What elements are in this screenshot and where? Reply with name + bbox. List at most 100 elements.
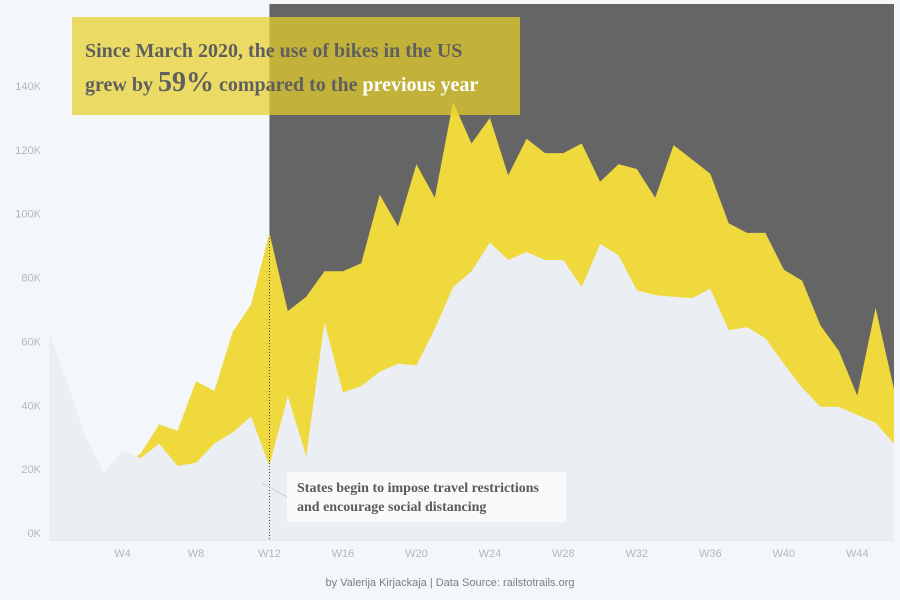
point-2020-25[interactable] (505, 172, 511, 178)
point-previous-13[interactable] (285, 393, 291, 399)
point-2020-24[interactable] (487, 115, 493, 121)
point-previous-29[interactable] (579, 284, 585, 290)
point-2020-43[interactable] (836, 348, 842, 354)
point-2020-10[interactable] (230, 329, 236, 335)
point-previous-27[interactable] (542, 257, 548, 263)
point-2020-19[interactable] (395, 224, 401, 230)
point-previous-20[interactable] (413, 362, 419, 368)
point-previous-31[interactable] (616, 252, 622, 258)
point-2020-32[interactable] (634, 166, 640, 172)
point-2020-11[interactable] (248, 302, 254, 308)
point-previous-21[interactable] (432, 326, 438, 332)
point-previous-19[interactable] (395, 361, 401, 367)
point-2020-21[interactable] (432, 195, 438, 201)
y-tick-label: 140K (15, 81, 41, 93)
y-tick-label: 0K (28, 528, 42, 540)
point-previous-5[interactable] (138, 455, 144, 461)
point-previous-43[interactable] (836, 404, 842, 410)
point-previous-18[interactable] (377, 369, 383, 375)
point-2020-14[interactable] (303, 294, 309, 300)
point-2020-37[interactable] (726, 220, 732, 226)
point-previous-46[interactable] (891, 441, 897, 447)
point-previous-15[interactable] (322, 319, 328, 325)
point-2020-17[interactable] (358, 260, 364, 266)
point-2020-13[interactable] (285, 308, 291, 314)
point-2020-15[interactable] (322, 268, 328, 274)
point-2020-28[interactable] (560, 150, 566, 156)
point-2020-4[interactable] (120, 465, 126, 471)
x-tick-label: W44 (846, 548, 869, 560)
x-tick-label: W28 (552, 548, 575, 560)
point-2020-44[interactable] (854, 393, 860, 399)
point-previous-0[interactable] (46, 329, 52, 335)
point-previous-36[interactable] (707, 286, 713, 292)
point-previous-14[interactable] (303, 453, 309, 459)
point-2020-12[interactable] (266, 230, 272, 236)
point-2020-31[interactable] (616, 161, 622, 167)
point-previous-44[interactable] (854, 412, 860, 418)
headline-previous-year: previous year (362, 74, 479, 96)
point-2020-33[interactable] (652, 195, 658, 201)
point-previous-39[interactable] (762, 335, 768, 341)
point-previous-33[interactable] (652, 292, 658, 298)
point-previous-34[interactable] (671, 294, 677, 300)
point-previous-6[interactable] (156, 441, 162, 447)
point-previous-35[interactable] (689, 295, 695, 301)
point-previous-10[interactable] (230, 429, 236, 435)
point-previous-2[interactable] (83, 434, 89, 440)
point-2020-16[interactable] (340, 268, 346, 274)
point-2020-34[interactable] (671, 142, 677, 148)
point-previous-9[interactable] (211, 441, 217, 447)
point-previous-4[interactable] (120, 447, 126, 453)
point-previous-23[interactable] (469, 268, 475, 274)
point-2020-0[interactable] (46, 383, 52, 389)
point-previous-32[interactable] (634, 287, 640, 293)
point-2020-38[interactable] (744, 230, 750, 236)
annotation-line1: States begin to impose travel restrictio… (297, 481, 539, 496)
x-tick-label: W12 (258, 548, 281, 560)
point-previous-1[interactable] (64, 380, 70, 386)
point-previous-30[interactable] (597, 241, 603, 247)
point-2020-6[interactable] (156, 421, 162, 427)
point-previous-7[interactable] (175, 463, 181, 469)
point-previous-8[interactable] (193, 460, 199, 466)
point-2020-1[interactable] (64, 421, 70, 427)
point-previous-22[interactable] (450, 284, 456, 290)
point-2020-2[interactable] (83, 463, 89, 469)
point-2020-27[interactable] (542, 150, 548, 156)
headline-percentage: 59% (157, 67, 214, 98)
point-2020-41[interactable] (799, 278, 805, 284)
point-2020-20[interactable] (413, 161, 419, 167)
point-2020-26[interactable] (524, 136, 530, 142)
point-previous-11[interactable] (248, 414, 254, 420)
point-previous-3[interactable] (101, 471, 107, 477)
point-previous-17[interactable] (358, 383, 364, 389)
point-previous-38[interactable] (744, 324, 750, 330)
point-previous-42[interactable] (818, 404, 824, 410)
point-2020-45[interactable] (873, 305, 879, 311)
point-2020-18[interactable] (377, 192, 383, 198)
point-2020-36[interactable] (707, 171, 713, 177)
y-tick-label: 20K (21, 464, 41, 476)
point-previous-24[interactable] (487, 239, 493, 245)
point-2020-39[interactable] (762, 230, 768, 236)
point-2020-30[interactable] (597, 179, 603, 185)
point-2020-29[interactable] (579, 141, 585, 147)
point-2020-40[interactable] (781, 267, 787, 273)
point-previous-45[interactable] (873, 420, 879, 426)
point-previous-41[interactable] (799, 385, 805, 391)
point-2020-42[interactable] (818, 323, 824, 329)
x-tick-label: W40 (772, 548, 795, 560)
point-previous-26[interactable] (524, 249, 530, 255)
point-2020-7[interactable] (175, 428, 181, 434)
point-previous-37[interactable] (726, 327, 732, 333)
point-2020-9[interactable] (211, 388, 217, 394)
point-previous-16[interactable] (340, 390, 346, 396)
point-previous-25[interactable] (505, 257, 511, 263)
point-2020-46[interactable] (891, 386, 897, 392)
point-2020-23[interactable] (469, 141, 475, 147)
point-previous-28[interactable] (560, 257, 566, 263)
point-2020-8[interactable] (193, 378, 199, 384)
point-2020-35[interactable] (689, 156, 695, 162)
point-previous-40[interactable] (781, 361, 787, 367)
